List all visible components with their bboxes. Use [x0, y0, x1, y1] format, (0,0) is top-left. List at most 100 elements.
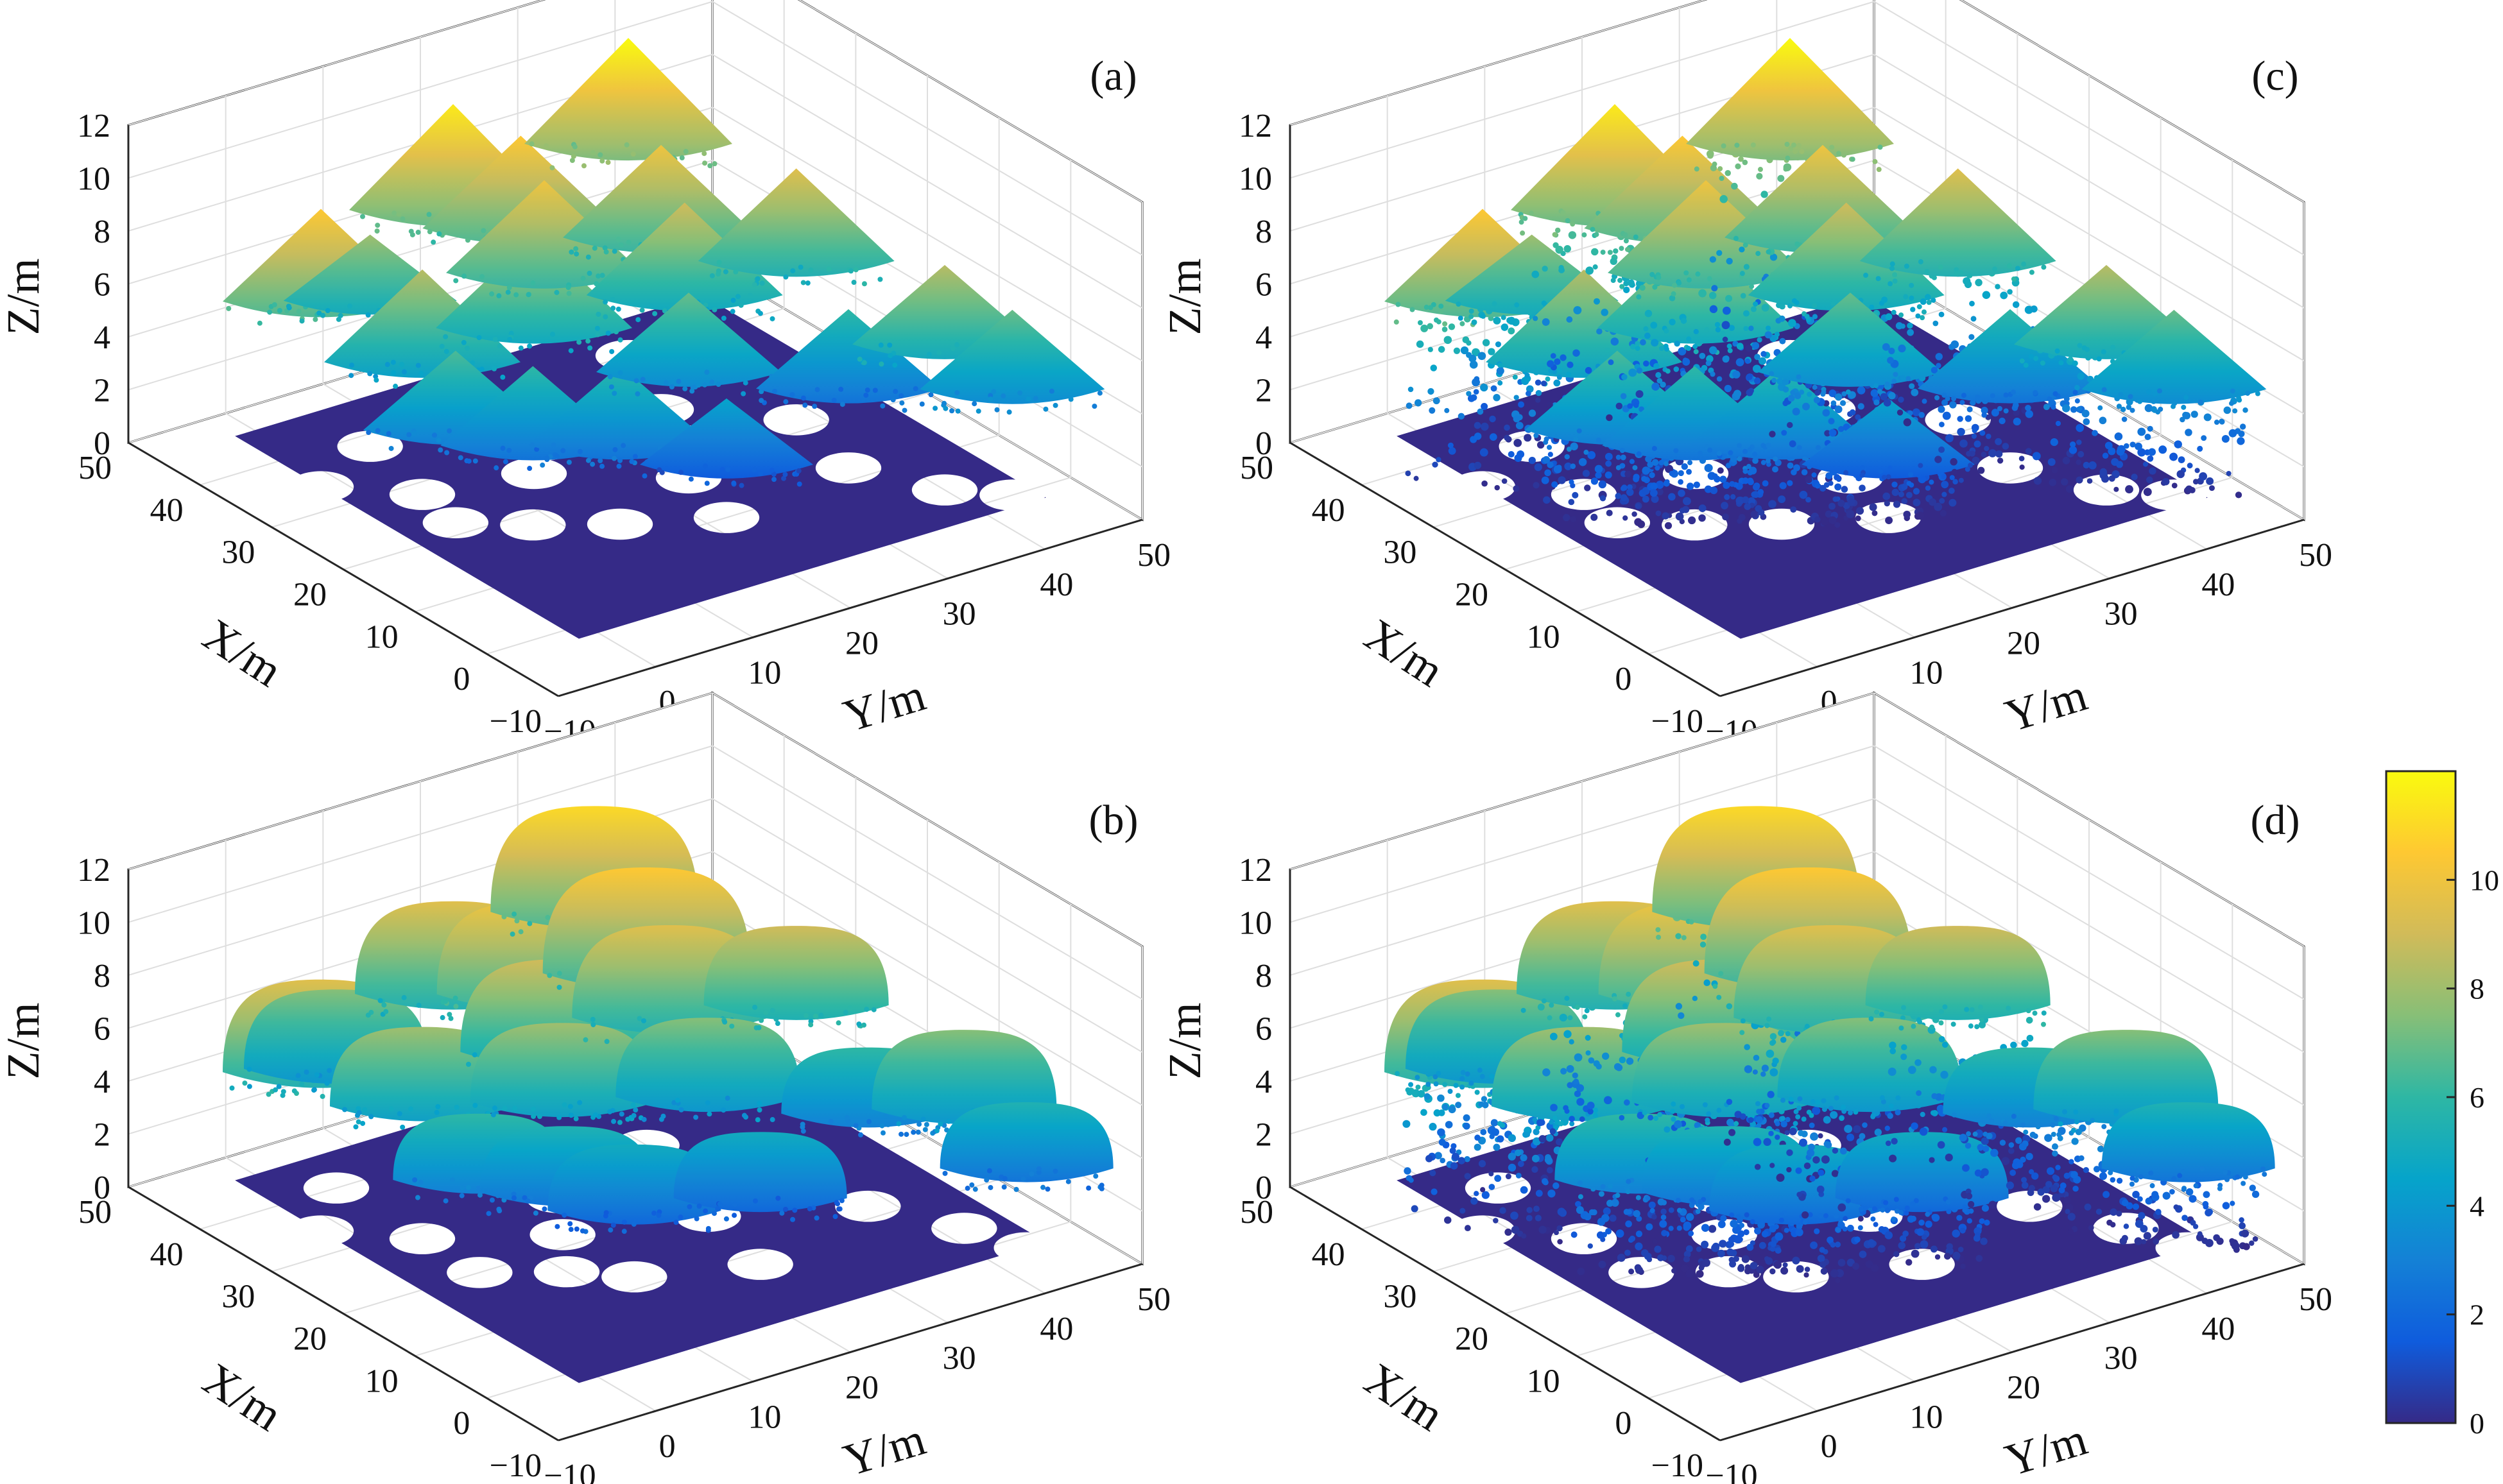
- lidar-point: [1687, 460, 1693, 466]
- lidar-point: [1596, 438, 1601, 443]
- x-tick-label: −10: [490, 1447, 542, 1484]
- lidar-point: [439, 343, 445, 349]
- lidar-point: [1615, 1229, 1624, 1238]
- lidar-point: [936, 350, 942, 355]
- lidar-point: [1856, 507, 1864, 515]
- lidar-point: [612, 456, 617, 461]
- lidar-point: [899, 393, 904, 398]
- lidar-point: [1533, 1129, 1540, 1136]
- lidar-point: [1740, 1018, 1746, 1024]
- crown: [698, 168, 895, 277]
- lidar-point: [1547, 452, 1553, 457]
- grid-line: [128, 53, 1143, 309]
- lidar-point: [1888, 347, 1895, 355]
- lidar-point: [789, 392, 795, 398]
- lidar-point: [813, 1013, 818, 1019]
- crown-fringe: [2108, 1166, 2267, 1192]
- lidar-point: [1511, 1225, 1520, 1234]
- lidar-point: [1619, 284, 1625, 289]
- lidar-point: [2062, 404, 2070, 413]
- lidar-point: [1508, 1134, 1517, 1143]
- lidar-point: [2149, 1183, 2155, 1189]
- lidar-point: [2021, 1182, 2029, 1189]
- lidar-point: [1945, 1154, 1953, 1162]
- lidar-point: [1651, 382, 1660, 391]
- lidar-point: [1968, 1023, 1974, 1029]
- lidar-point: [526, 292, 531, 298]
- lidar-point: [1921, 309, 1927, 315]
- lidar-point: [479, 274, 485, 280]
- lidar-point: [529, 442, 535, 448]
- z-tick-label: 6: [1255, 267, 1272, 303]
- lidar-point: [311, 1087, 317, 1093]
- lidar-point: [1753, 301, 1759, 307]
- lidar-point: [1679, 507, 1686, 514]
- lidar-point: [342, 1107, 348, 1113]
- lidar-point: [2128, 394, 2133, 400]
- lidar-point: [2058, 360, 2064, 366]
- lidar-point: [1981, 412, 1987, 418]
- lidar-point: [924, 1122, 929, 1127]
- lidar-point: [1920, 1240, 1929, 1249]
- lidar-point: [2152, 1226, 2158, 1233]
- lidar-point: [390, 359, 396, 365]
- lidar-point: [1564, 462, 1572, 470]
- lidar-point: [511, 1195, 517, 1201]
- lidar-point: [1053, 402, 1058, 408]
- lidar-point: [1482, 339, 1490, 346]
- lidar-point: [1834, 1213, 1839, 1219]
- lidar-point: [755, 1117, 761, 1123]
- lidar-point: [2028, 354, 2034, 359]
- lidar-point: [1560, 210, 1566, 216]
- lidar-point: [1793, 148, 1798, 154]
- lidar-point: [1671, 1101, 1676, 1107]
- lidar-point: [1481, 422, 1489, 431]
- lidar-point: [2088, 461, 2097, 470]
- lidar-point: [366, 430, 372, 436]
- lidar-point: [2241, 1229, 2249, 1238]
- lidar-point: [928, 392, 934, 398]
- lidar-point: [2123, 1224, 2129, 1229]
- lidar-point: [401, 994, 407, 1000]
- lidar-point: [1972, 427, 1977, 434]
- lidar-point: [1753, 1271, 1760, 1278]
- lidar-point: [1966, 1131, 1972, 1137]
- lidar-point: [1745, 345, 1753, 352]
- lidar-point: [1546, 518, 1554, 525]
- lidar-point: [851, 280, 857, 286]
- lidar-point: [1771, 1039, 1776, 1045]
- lidar-point: [1699, 352, 1706, 359]
- lidar-point: [656, 1213, 662, 1218]
- lidar-point: [2110, 1222, 2116, 1228]
- lidar-point: [1639, 284, 1646, 291]
- lidar-point: [1830, 1241, 1836, 1248]
- lidar-point: [2221, 434, 2230, 443]
- lidar-point: [1505, 1173, 1511, 1180]
- lidar-point: [1975, 278, 1983, 287]
- lidar-point: [406, 432, 412, 438]
- lidar-point: [1909, 295, 1914, 301]
- lidar-point: [1789, 440, 1796, 448]
- lidar-point: [607, 374, 613, 380]
- lidar-point: [280, 1093, 286, 1098]
- lidar-point: [525, 1198, 531, 1204]
- lidar-point: [803, 1012, 809, 1018]
- lidar-point: [625, 1116, 631, 1122]
- lidar-point: [513, 292, 519, 298]
- lidar-point: [2067, 1213, 2076, 1221]
- lidar-point: [1627, 403, 1633, 409]
- lidar-point: [1979, 1218, 1985, 1224]
- lidar-point: [716, 271, 721, 277]
- lidar-point: [1683, 1224, 1690, 1231]
- lidar-point: [1969, 300, 1975, 307]
- lidar-point: [717, 1201, 723, 1207]
- lidar-point: [531, 1114, 537, 1120]
- lidar-point: [1459, 1207, 1466, 1214]
- lidar-point: [1592, 264, 1598, 270]
- lidar-point: [652, 311, 658, 316]
- lidar-point: [1719, 1240, 1727, 1248]
- lidar-point: [1891, 379, 1897, 384]
- lidar-point: [1558, 1121, 1564, 1127]
- lidar-point: [1594, 232, 1599, 237]
- lidar-point: [1747, 447, 1753, 453]
